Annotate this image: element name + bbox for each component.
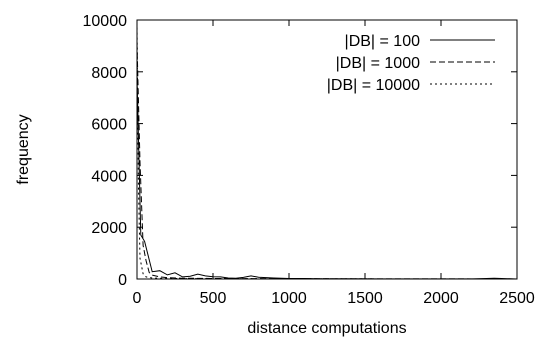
series-line-2 [136, 43, 518, 280]
series-line-3 [136, 22, 518, 280]
y-tick-label: 4000 [91, 168, 127, 185]
y-axis-label: frequency [15, 114, 32, 184]
legend-label-3: |DB| = 10000 [327, 77, 420, 94]
x-axis-label: distance computations [247, 320, 406, 337]
plot-frame [136, 19, 518, 280]
series-line-1 [136, 76, 518, 280]
series-layer [136, 22, 518, 280]
legend: |DB| = 100 |DB| = 1000 |DB| = 10000 [327, 33, 495, 94]
x-tick-label: 2000 [423, 290, 459, 307]
y-tick-label: 10000 [83, 13, 128, 30]
legend-label-1: |DB| = 100 [345, 33, 421, 50]
axis-ticks [136, 19, 518, 280]
legend-label-2: |DB| = 1000 [336, 55, 420, 72]
x-tick-label: 500 [200, 290, 227, 307]
plot-border [136, 19, 518, 280]
x-tick-label: 1500 [347, 290, 383, 307]
x-tick-label: 2500 [499, 290, 535, 307]
y-tick-label: 0 [118, 272, 127, 289]
y-tick-label: 2000 [91, 220, 127, 237]
y-tick-label: 8000 [91, 65, 127, 82]
x-tick-label: 1000 [271, 290, 307, 307]
tick-labels: 0 500 1000 1500 2000 2500 0 2000 4000 6000 8000 100… [83, 13, 535, 307]
y-tick-label: 6000 [91, 117, 127, 134]
x-tick-label: 0 [133, 290, 142, 307]
